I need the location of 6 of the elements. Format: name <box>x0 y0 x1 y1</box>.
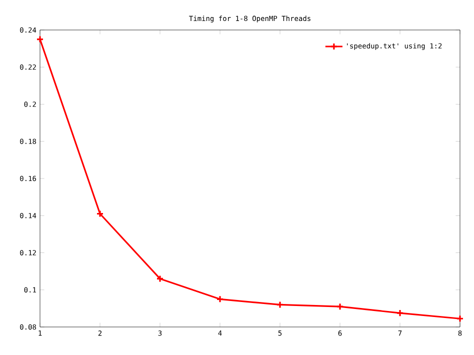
point <box>96 210 104 218</box>
point <box>336 302 344 310</box>
point <box>396 309 404 317</box>
point <box>216 295 224 303</box>
point <box>276 300 284 309</box>
point <box>156 274 164 283</box>
